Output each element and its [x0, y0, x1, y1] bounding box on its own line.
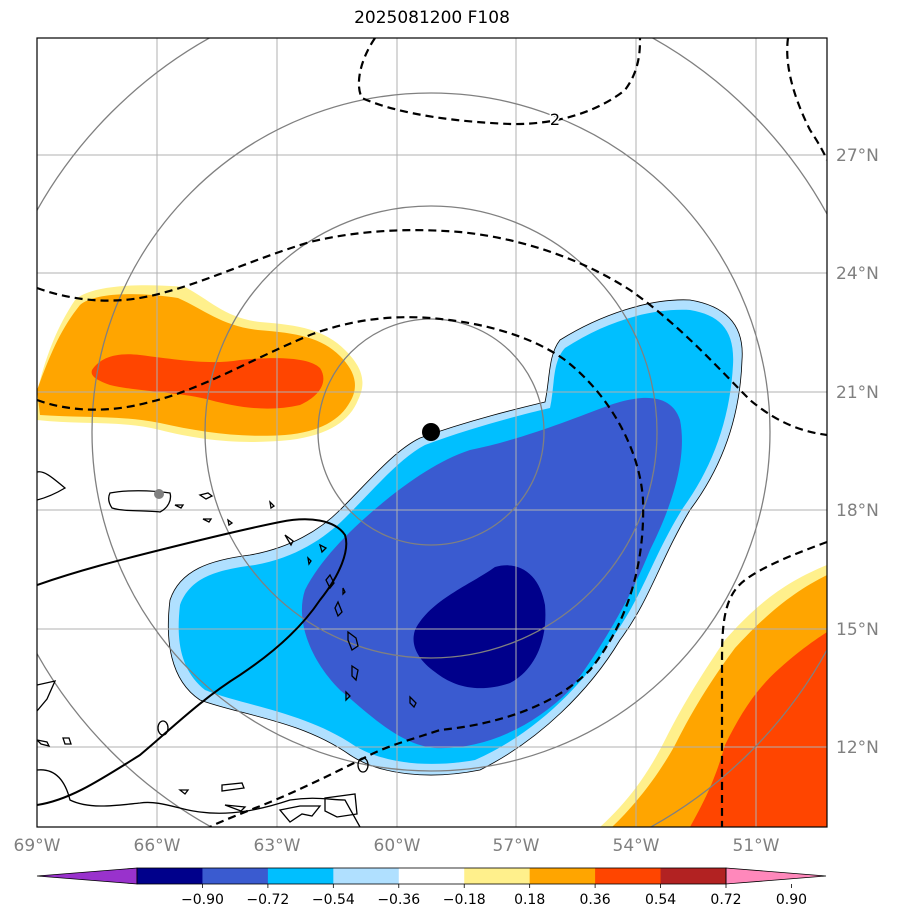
coastline-small-island-1 [198, 492, 214, 500]
dashed-contour-inner [37, 316, 645, 827]
range-ring-3 [91, 92, 771, 772]
lon-tick-label: 57°W [493, 836, 540, 856]
range-ring-2 [204, 205, 658, 659]
dashed-contour-southeast [720, 540, 827, 827]
coastline-puerto-rico [108, 490, 172, 513]
coastline-hispaniola [37, 471, 67, 501]
colorbar-segment [660, 868, 727, 884]
dashed-contour-top [357, 38, 642, 126]
colorbar-extend-low [36, 867, 138, 885]
colorbar-tick-label: 0.18 [514, 892, 545, 908]
colorbar-segment [529, 868, 596, 884]
coastline-small-island-3 [202, 518, 213, 523]
colorbar-segment [398, 868, 465, 884]
map-area: 2 [37, 38, 827, 827]
colorbar-extend-high [725, 867, 827, 885]
coastline-small-island-4 [227, 518, 234, 527]
lon-tick-label: 51°W [733, 836, 780, 856]
colorbar-tick-label: 0.54 [645, 892, 676, 908]
dashed-contours [37, 38, 827, 827]
colorbar-segment [595, 868, 662, 884]
anomaly-fill-orangered-se [690, 632, 827, 827]
coastline-small-island-2 [174, 504, 185, 509]
coastline-venezuela-islands [37, 680, 247, 812]
coastline-antilles-6 [347, 630, 359, 651]
dashed-contour-right-upper [786, 38, 827, 161]
dashed-contour-outer [37, 229, 827, 437]
lat-tick-label: 27°N [836, 146, 879, 166]
lon-tick-label: 54°W [613, 836, 660, 856]
lat-tick-label: 15°N [836, 620, 879, 640]
storm-center-marker [422, 423, 440, 441]
coastline-antilles-2 [318, 543, 328, 554]
lon-tick-label: 69°W [14, 836, 61, 856]
colorbar-segment [267, 868, 334, 884]
colorbar-tick-label: −0.90 [181, 892, 224, 908]
lon-tick-label: 63°W [254, 836, 301, 856]
range-ring-1 [317, 318, 545, 546]
coastline-small-island-5 [269, 500, 276, 510]
coastline-antilles-9 [409, 695, 417, 709]
colorbar-segment [464, 868, 531, 884]
lat-tick-label: 21°N [836, 383, 879, 403]
colorbar-segment [202, 868, 269, 884]
lat-tick-label: 18°N [836, 501, 879, 521]
coastline-antilles-7 [351, 664, 359, 682]
solid-contours [37, 518, 348, 806]
map-frame [36, 37, 828, 828]
lon-tick-label: 66°W [134, 836, 181, 856]
coastline-antilles-1 [284, 534, 294, 547]
coastlines [37, 471, 417, 827]
colorbar-tick-label: −0.54 [312, 892, 355, 908]
colorbar-segment [333, 868, 400, 884]
solid-contour-1 [37, 518, 348, 806]
colorbar-outline [136, 867, 727, 885]
lat-tick-label: 12°N [836, 738, 879, 758]
longitude-tick-labels: 69°W 66°W 63°W 60°W 57°W 54°W 51°W [14, 836, 780, 856]
colorbar-segment [137, 868, 203, 884]
contour-label: 2 [550, 110, 560, 129]
colorbar-tick-label: −0.72 [246, 892, 289, 908]
station-marker [154, 489, 164, 499]
colorbar-tick-label: 0.36 [580, 892, 611, 908]
lon-tick-label: 60°W [374, 836, 421, 856]
colorbar-tick-label: −0.36 [377, 892, 420, 908]
lat-tick-label: 24°N [836, 264, 879, 284]
range-rings [37, 38, 827, 827]
colorbar: −0.90 −0.72 −0.54 −0.36 −0.18 0.18 0.36 0.54 0.7… [36, 867, 827, 908]
latitude-tick-labels: 27°N 24°N 21°N 18°N 15°N 12°N [836, 146, 879, 758]
colorbar-tick-label: −0.18 [443, 892, 486, 908]
coastline-antilles-5 [334, 600, 343, 618]
coastline-south-america [37, 769, 361, 827]
coastline-trinidad [324, 793, 358, 818]
figure-title: 2025081200 F108 [354, 8, 510, 28]
coastline-antilles-10 [342, 587, 346, 596]
anomaly-outline [167, 299, 743, 776]
colorbar-tick-label: 0.90 [776, 892, 807, 908]
coastline-grenadines [278, 805, 322, 823]
colorbar-tick-label: 0.72 [710, 892, 741, 908]
coastline-antilles-3 [307, 556, 312, 566]
graticule [37, 38, 827, 827]
coastline-antilles-8 [345, 690, 351, 702]
